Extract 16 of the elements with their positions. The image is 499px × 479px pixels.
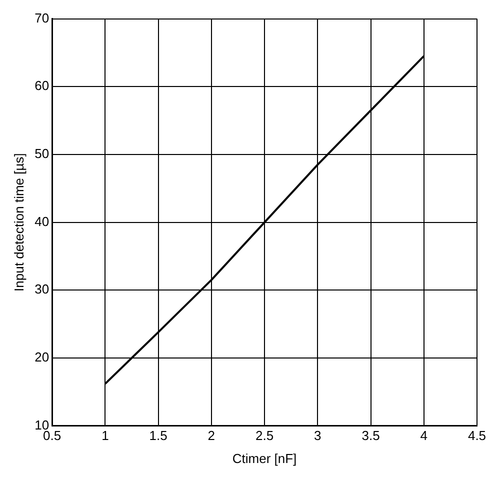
y-tick-label: 50	[34, 146, 50, 162]
y-tick-label: 60	[34, 78, 50, 94]
y-tick-label: 40	[34, 214, 50, 229]
y-axis-title: Input detection time [µs]	[11, 153, 26, 292]
x-tick-label: 1	[102, 428, 109, 444]
x-tick-label: 2	[208, 428, 216, 444]
x-tick-label: 1.5	[149, 428, 168, 444]
y-tick-label: 20	[34, 350, 50, 365]
y-tick-label: 30	[34, 282, 50, 297]
x-tick-label: 3.5	[362, 428, 380, 444]
x-tick-label: 3	[314, 428, 322, 444]
x-axis-title: Ctimer [nF]	[232, 450, 297, 466]
y-tick-label: 70	[34, 10, 50, 26]
x-tick-label: 4	[420, 428, 428, 444]
x-tick-label: 4.5	[468, 428, 486, 444]
x-tick-label: 2.5	[255, 428, 274, 444]
